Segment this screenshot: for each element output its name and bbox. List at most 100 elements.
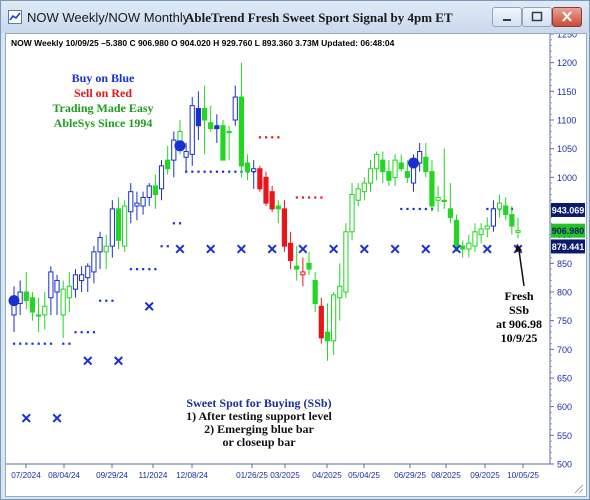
candle-body[interactable] (435, 196, 441, 201)
candle-body[interactable] (214, 125, 220, 130)
candle-body[interactable] (201, 108, 208, 121)
candle-body[interactable] (441, 199, 447, 202)
candle-body[interactable] (251, 168, 257, 173)
support-dot (209, 170, 212, 173)
candle-body[interactable] (343, 231, 349, 293)
support-x-mark (52, 413, 62, 423)
candle-body[interactable] (48, 271, 54, 299)
candle-body[interactable] (146, 185, 152, 198)
maximize-button[interactable] (522, 7, 552, 27)
candle-body[interactable] (281, 208, 288, 247)
candle-body[interactable] (423, 156, 429, 173)
support-dot (234, 170, 237, 173)
title-bar[interactable]: NOW Weekly/NOW Monthly AbleTrend Fresh S… (1, 1, 589, 33)
candle-body[interactable] (85, 265, 91, 279)
candle-body[interactable] (42, 305, 48, 316)
candle-body[interactable] (324, 331, 331, 342)
candle-body[interactable] (337, 285, 343, 299)
minimize-button[interactable] (492, 7, 522, 27)
candle-body[interactable] (140, 196, 146, 207)
resize-grip-icon[interactable] (574, 484, 584, 494)
candle-body[interactable] (447, 208, 453, 218)
window-controls (492, 7, 582, 27)
candle-body[interactable] (417, 151, 423, 164)
candle-body[interactable] (478, 228, 484, 236)
candle-body[interactable] (35, 314, 42, 317)
candle-body[interactable] (152, 185, 158, 196)
candle-body[interactable] (349, 194, 355, 233)
candle-body[interactable] (79, 274, 85, 282)
candle-body[interactable] (232, 96, 238, 121)
candle-body[interactable] (134, 202, 140, 207)
candle-body[interactable] (503, 205, 509, 216)
support-dot (13, 342, 16, 345)
candle-body[interactable] (386, 171, 392, 181)
candle-body[interactable] (294, 265, 300, 270)
candle-body[interactable] (466, 242, 472, 250)
support-dot (203, 170, 206, 173)
candle-body[interactable] (208, 122, 214, 130)
candle-body[interactable] (380, 159, 386, 173)
support-dot (25, 342, 28, 345)
candle-body[interactable] (103, 245, 109, 253)
candle-body[interactable] (275, 205, 281, 210)
candle-body[interactable] (472, 231, 478, 247)
candle-body[interactable] (269, 191, 275, 210)
candle-body[interactable] (331, 294, 337, 342)
candle-body[interactable] (220, 125, 226, 161)
candle-body[interactable] (183, 151, 189, 158)
candle-body[interactable] (91, 251, 97, 273)
candle-body[interactable] (429, 171, 435, 207)
candle-body[interactable] (318, 305, 324, 339)
candle-body[interactable] (398, 162, 404, 170)
candle-body[interactable] (300, 271, 306, 276)
candle-body[interactable] (392, 159, 398, 178)
candle-body[interactable] (515, 230, 521, 233)
candle-body[interactable] (109, 208, 115, 247)
candle-body[interactable] (367, 168, 374, 184)
candle-body[interactable] (72, 274, 79, 290)
candle-body[interactable] (496, 202, 503, 210)
candle-body[interactable] (244, 162, 251, 173)
candle-body[interactable] (128, 191, 134, 213)
candle-body[interactable] (484, 225, 490, 230)
candle-body[interactable] (171, 139, 177, 161)
candle-body[interactable] (165, 159, 171, 170)
candle-body[interactable] (355, 188, 361, 201)
resistance-dot (271, 136, 274, 139)
candle-body[interactable] (361, 182, 367, 193)
candle-body[interactable] (66, 285, 72, 299)
candle-body[interactable] (60, 288, 66, 316)
candle-body[interactable] (54, 280, 60, 293)
candle-body[interactable] (29, 297, 36, 313)
support-x-mark (359, 244, 369, 254)
candle-body[interactable] (287, 242, 294, 261)
x-tick-label: 09/29/24 (96, 471, 128, 480)
candle-body[interactable] (158, 165, 165, 190)
candle-body[interactable] (490, 208, 497, 227)
candle-body[interactable] (460, 245, 466, 250)
candle-body[interactable] (23, 291, 29, 302)
candle-body[interactable] (374, 153, 380, 170)
candle-body[interactable] (238, 96, 245, 167)
candle-body[interactable] (509, 214, 515, 227)
support-dot (19, 342, 22, 345)
candle-body[interactable] (97, 237, 103, 253)
close-button[interactable] (552, 7, 582, 27)
candle-body[interactable] (453, 219, 460, 247)
candle-body[interactable] (312, 280, 318, 304)
resistance-dot (295, 196, 298, 199)
candle-body[interactable] (404, 171, 410, 178)
y-tick-label: 1150 (557, 87, 576, 97)
candle-body[interactable] (122, 205, 128, 247)
chart-panel[interactable]: 5005506006507007508008509009501000105011… (5, 33, 587, 497)
candle-body[interactable] (189, 105, 195, 155)
y-tick-label: 600 (557, 402, 572, 412)
candle-body[interactable] (257, 168, 263, 190)
candle-body[interactable] (306, 262, 312, 270)
candle-body[interactable] (195, 108, 201, 127)
candle-body[interactable] (115, 208, 122, 241)
candle-body[interactable] (226, 130, 232, 134)
candle-body[interactable] (263, 176, 269, 204)
price-chart[interactable]: 5005506006507007508008509009501000105011… (6, 34, 586, 496)
